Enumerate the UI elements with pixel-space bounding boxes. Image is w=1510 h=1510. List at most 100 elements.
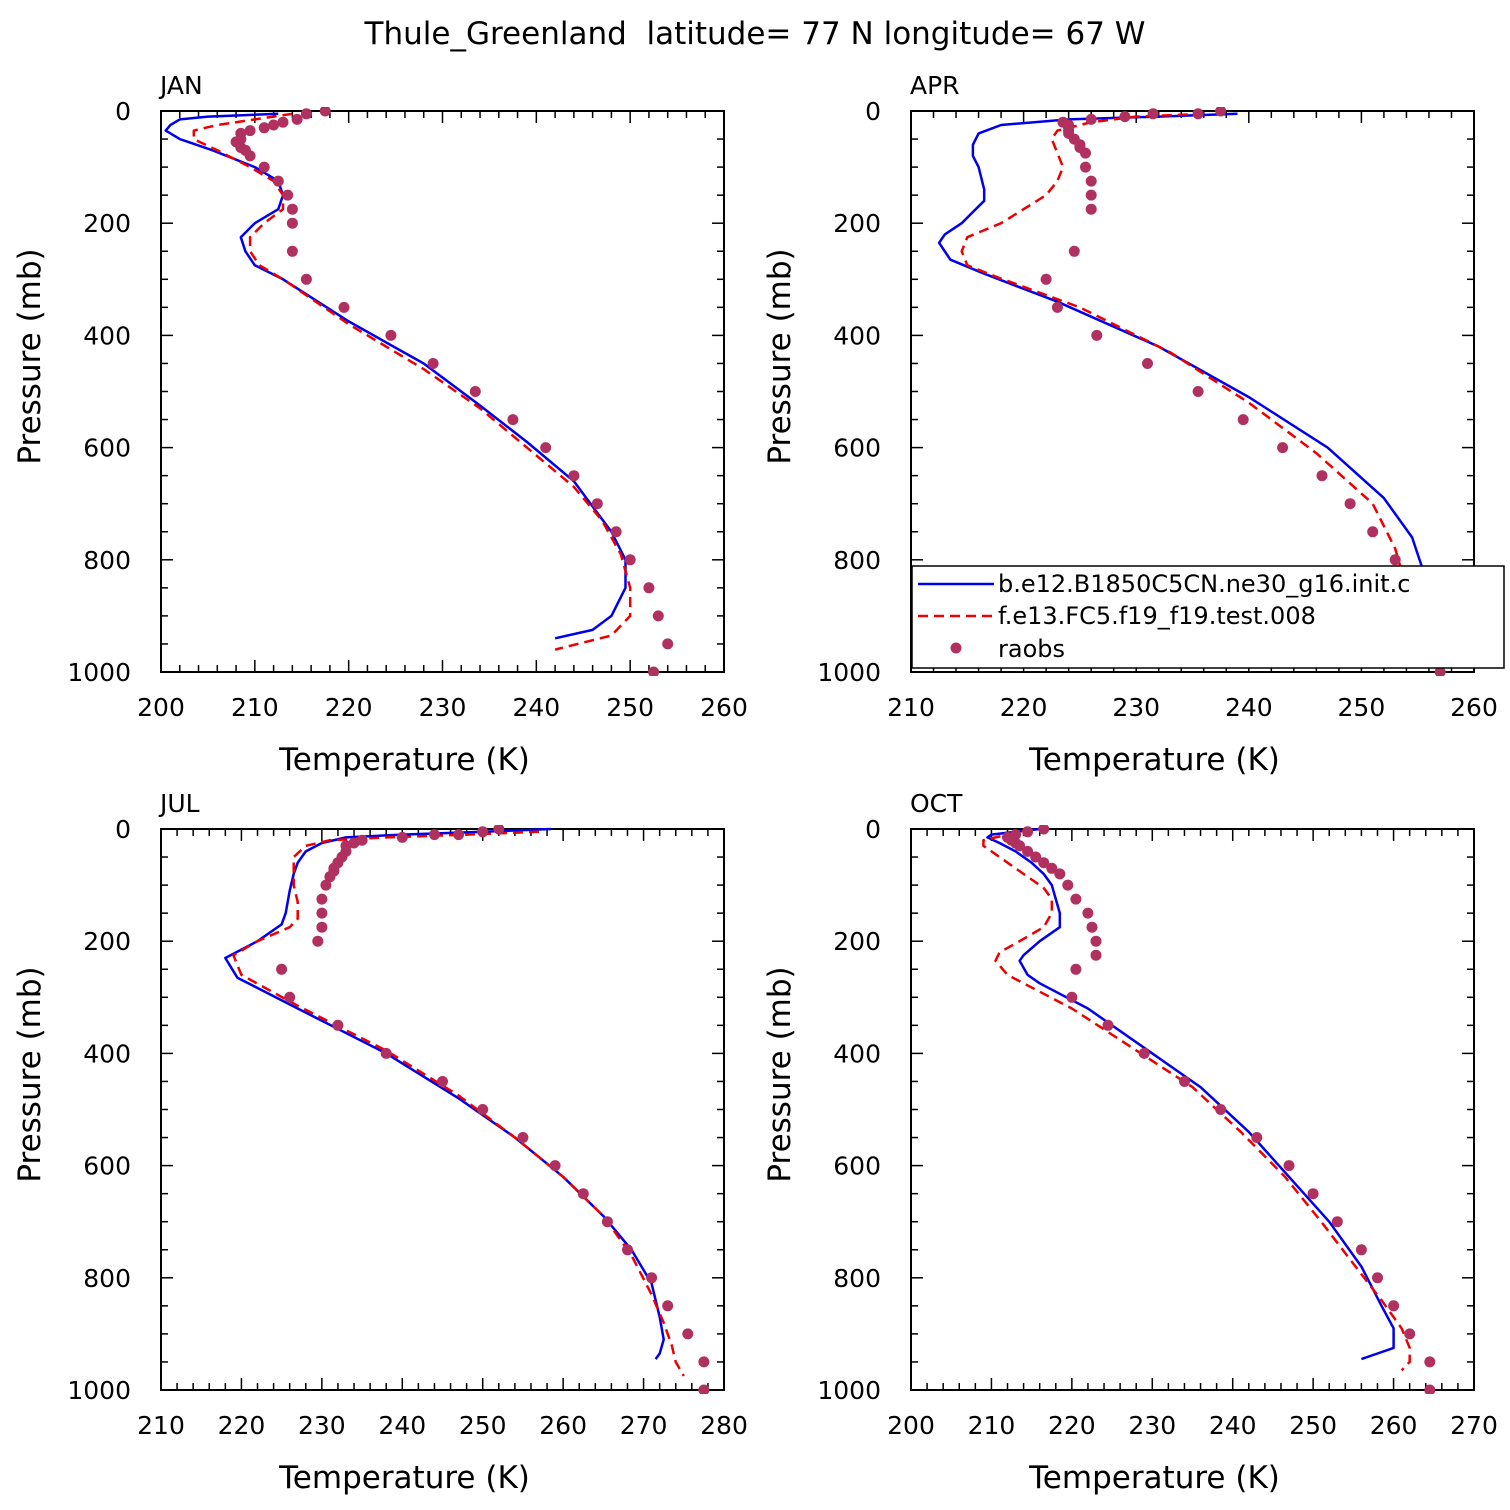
raobs-point [244,125,256,137]
raobs-point [1434,666,1446,676]
raobs-point [1192,386,1204,397]
plot-frame [160,110,725,673]
raobs-point [591,498,603,510]
x-tick-label: 250 [1338,693,1386,722]
raobs-point [568,470,580,482]
raobs-point [646,1272,658,1284]
x-tick-label: 220 [1048,1411,1096,1440]
raobs-point [319,107,331,117]
raobs-point [1090,935,1102,947]
series-line-model-b [986,827,1395,1361]
x-tick-label: 220 [1000,693,1048,722]
y-axis-label: Pressure (mb) [762,248,798,464]
panel-title: OCT [910,789,963,818]
raobs-point [291,113,303,125]
x-tick-label: 260 [1370,1411,1418,1440]
raobs-point [1404,1328,1416,1340]
raobs-point [286,217,298,229]
y-tick-label: 800 [83,546,131,575]
legend-raobs-label: raobs [998,635,1065,663]
raobs-point [1355,1244,1367,1256]
raobs-point [1085,189,1097,201]
raobs-point [1316,470,1328,482]
panel-apr: 210 220 230 240 250 260 0 200 400 600 800 1000 APR Te… [762,71,1498,778]
raobs-point [320,879,332,891]
raobs-point [396,831,408,843]
raobs-point [1085,113,1097,125]
y-tick-label: 600 [833,434,881,463]
panel-jan: 200 210 220 230 240 250 260 0 200 400 600 800 1000 JA… [12,71,748,778]
data-layer [164,107,674,676]
raobs-point [268,119,280,131]
raobs-point [1142,358,1153,369]
raobs-point [540,442,552,454]
raobs-point [1040,273,1052,285]
raobs-point [300,273,312,285]
figure-title: Thule_Greenland latitude= 77 N longitude… [364,16,1146,52]
x-tick-label: 240 [512,693,560,722]
raobs-point [1090,949,1102,961]
raobs-point [1367,526,1379,538]
raobs-point [469,386,481,397]
raobs-point [1147,108,1159,120]
raobs-point [385,329,397,341]
x-tick-label: 240 [378,1411,426,1440]
raobs-point [643,582,655,594]
y-tick-label: 1000 [817,1376,881,1405]
raobs-point [1086,921,1098,933]
raobs-point [312,935,324,947]
raobs-point [477,826,489,838]
raobs-point [549,1160,561,1172]
y-axis-label: Pressure (mb) [12,966,48,1182]
series-line-model-b [224,827,665,1360]
raobs-point [286,245,298,257]
raobs-point [477,1104,489,1115]
raobs-point [662,1300,674,1312]
raobs-point [698,1356,710,1368]
series-line-model-b [164,112,627,640]
raobs-point [1251,1132,1263,1143]
raobs-point [1344,498,1356,510]
raobs-point [1070,963,1082,975]
raobs-point [453,829,465,841]
x-tick-label: 260 [1450,693,1498,722]
raobs-point [1237,414,1249,426]
raobs-point [1038,825,1050,835]
raobs-point [332,1019,344,1031]
raobs-point [1066,991,1078,1003]
raobs-point [1307,1188,1319,1200]
raobs-point [284,991,296,1003]
x-tick-label: 270 [620,1411,668,1440]
raobs-point [324,871,336,883]
y-tick-label: 200 [833,927,881,956]
raobs-point [1424,1384,1436,1394]
raobs-point [1022,845,1034,857]
raobs-point [682,1328,694,1340]
x-tick-label: 210 [137,1411,185,1440]
raobs-point [1215,1104,1227,1115]
y-tick-label: 600 [833,1152,881,1181]
y-tick-label: 400 [83,321,131,350]
panel-title: JAN [158,71,203,100]
raobs-point [282,189,294,201]
raobs-point [601,1216,613,1228]
y-tick-label: 400 [83,1039,131,1068]
x-tick-label: 230 [419,693,467,722]
data-layer [982,825,1436,1394]
plot-frame [160,828,725,1391]
raobs-point [1102,1019,1114,1031]
raobs-point [1051,301,1063,313]
raobs-point [577,1188,589,1200]
panel-title: JUL [158,789,200,818]
raobs-point [1277,442,1289,454]
panel-title: APR [910,71,960,100]
x-axis-label: Temperature (K) [278,742,530,778]
raobs-point [1424,1356,1436,1368]
raobs-point [427,358,439,369]
series-line-model-f [192,112,632,651]
y-tick-label: 0 [115,815,131,844]
raobs-point [1080,147,1091,159]
panel-oct: 200 210 220 230 240 250 260 270 0 200 400 600 800 100… [762,789,1498,1496]
raobs-point [493,825,505,835]
